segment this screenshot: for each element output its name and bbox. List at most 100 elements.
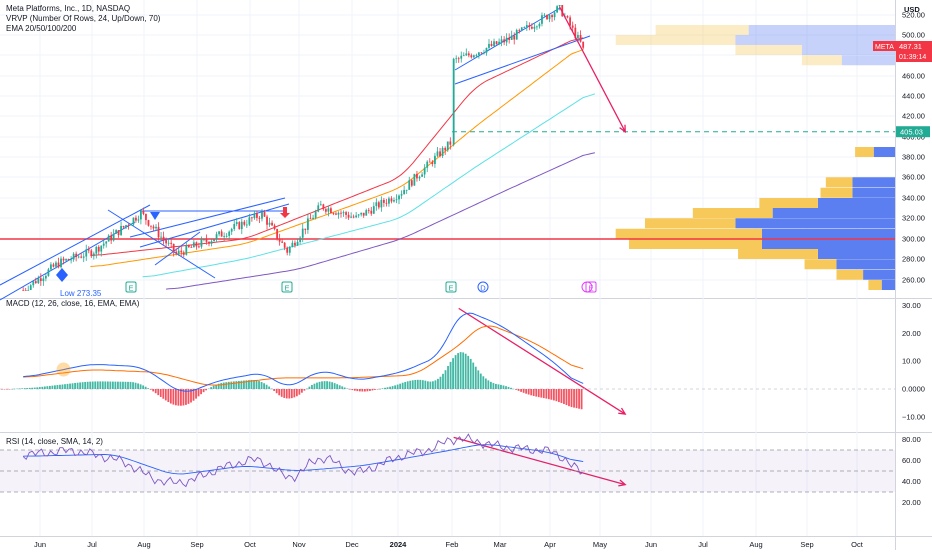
macd-histogram-bar (391, 386, 394, 389)
macd-histogram-bar (23, 388, 26, 389)
candle-body (286, 247, 289, 253)
macd-histogram-bar (243, 380, 245, 389)
macd-tick-label: 30.00 (902, 301, 921, 310)
macd-histogram-bar (303, 389, 306, 391)
candle-body (75, 253, 78, 258)
candle-body (452, 58, 455, 145)
candle-body (203, 239, 205, 241)
rsi-legend[interactable]: RSI (14, close, SMA, 14, 2) (6, 437, 103, 446)
macd-histogram-bar (505, 386, 507, 389)
earnings-marker[interactable]: E (445, 281, 457, 293)
candle-body (569, 17, 571, 26)
macd-histogram-bar (132, 382, 134, 389)
macd-histogram-bar (164, 389, 167, 401)
candle-body (230, 228, 233, 232)
candle-body (233, 224, 236, 229)
candle-body (582, 41, 585, 48)
time-tick-label: Aug (749, 540, 762, 549)
macd-histogram-bar (235, 381, 238, 389)
candle-body (235, 222, 238, 225)
volume-profile-up-bar (852, 187, 895, 198)
macd-histogram-bar (522, 389, 525, 393)
candle-body (29, 285, 32, 290)
macd-histogram-bar (180, 389, 182, 406)
candle-body (142, 210, 145, 214)
candle-body (365, 210, 368, 216)
candle-body (444, 147, 447, 151)
macd-histogram-bar (495, 383, 497, 389)
macd-histogram-bar (575, 389, 578, 409)
candle-body (240, 221, 243, 230)
macd-histogram-bar (26, 388, 29, 389)
candle-body (460, 55, 463, 59)
candle-body (566, 16, 569, 18)
candle-body (405, 189, 408, 191)
candle-body (345, 212, 347, 215)
earnings-marker[interactable]: E (281, 281, 293, 293)
macd-histogram-bar (449, 361, 452, 389)
symbol-legend[interactable]: Meta Platforms, Inc., 1D, NASDAQ (6, 4, 130, 13)
price-tick-label: 360.00 (902, 173, 925, 182)
candle-body (220, 231, 223, 237)
candle-body (577, 34, 579, 39)
macd-histogram-bar (426, 381, 429, 389)
macd-histogram-bar (552, 389, 555, 401)
macd-histogram-bar (111, 381, 114, 389)
candle-body (446, 141, 449, 151)
time-tick-label: Oct (244, 540, 257, 549)
candle-body (306, 218, 309, 230)
macd-histogram-bar (542, 389, 545, 399)
candle-body (400, 194, 403, 196)
low-label: Low 273.35 (60, 289, 102, 298)
macd-histogram-bar (363, 389, 366, 392)
macd-histogram-bar (500, 384, 502, 389)
macd-histogram-bar (207, 388, 210, 390)
price-tick-label: 340.00 (902, 194, 925, 203)
volume-profile-up-bar (762, 239, 895, 249)
candle-body (263, 211, 266, 217)
candle-body (523, 27, 526, 28)
macd-histogram-bar (356, 389, 359, 392)
macd-histogram-bar (394, 385, 397, 389)
earnings-marker[interactable]: E (125, 281, 137, 293)
rsi-pane (0, 433, 895, 493)
macd-histogram-bar (96, 381, 99, 389)
candle-body (498, 41, 500, 45)
candle-body (238, 222, 241, 230)
vrvp-legend[interactable]: VRVP (Number Of Rows, 24, Up/Down, 70) (6, 14, 161, 23)
candle-body (95, 246, 98, 254)
macd-histogram-bar (396, 384, 399, 389)
candle-body (82, 256, 85, 258)
macd-legend[interactable]: MACD (12, 26, close, 16, EMA, EMA) (6, 299, 140, 308)
macd-histogram-bar (489, 381, 492, 389)
macd-histogram-bar (374, 389, 376, 390)
rsi-tick-label: 40.00 (902, 477, 921, 486)
candle-body (42, 278, 45, 282)
macd-histogram-bar (338, 385, 341, 389)
earnings-marker-upcoming[interactable]: E (585, 281, 597, 293)
macd-histogram-bar (71, 383, 74, 389)
candle-body (172, 243, 175, 252)
event-marker-letter: D (480, 284, 486, 293)
time-tick-label: Feb (446, 540, 459, 549)
macd-histogram-bar (11, 388, 13, 390)
candle-body (495, 41, 498, 45)
price-tick-label: 280.00 (902, 255, 925, 264)
macd-histogram-bar (502, 385, 505, 389)
macd-histogram-bar (162, 389, 165, 399)
volume-profile-down-bar (820, 187, 853, 198)
macd-histogram-bar (84, 381, 87, 389)
dividend-marker[interactable]: D (477, 281, 489, 293)
candle-body (152, 226, 155, 229)
macd-tick-label: 0.0000 (902, 385, 925, 394)
macd-histogram-bar (568, 389, 570, 407)
macd-histogram-bar (336, 384, 339, 389)
macd-histogram-bar (290, 389, 293, 399)
ema-legend[interactable]: EMA 20/50/100/200 (6, 24, 77, 33)
macd-histogram-bar (545, 389, 548, 399)
candle-body (441, 147, 444, 157)
macd-histogram-bar (288, 389, 291, 399)
candle-body (416, 173, 418, 179)
